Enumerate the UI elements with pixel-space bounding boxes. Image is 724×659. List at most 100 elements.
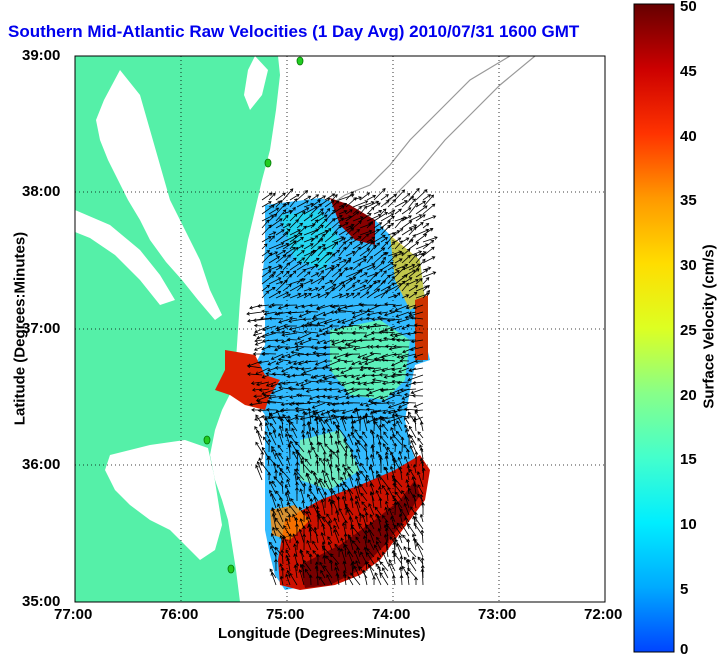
velocity-arrow [359,259,367,264]
velocity-arrow [250,381,263,386]
velocity-arrow [296,236,304,243]
velocity-arrow [253,394,263,399]
velocity-arrow [348,323,361,328]
velocity-arrow [345,227,355,236]
velocity-arrow [352,263,362,271]
velocity-arrow [323,339,333,345]
velocity-arrow [282,234,298,243]
velocity-arrow [275,254,287,264]
velocity-arrow [352,200,369,208]
velocity-arrow [317,251,330,264]
velocity-arrow [349,448,354,460]
velocity-arrow [278,385,291,390]
velocity-arrow [380,286,391,299]
velocity-arrow [387,199,397,208]
velocity-arrow [305,510,312,523]
velocity-arrow [373,202,381,208]
velocity-arrow [282,188,294,201]
velocity-arrow [308,527,313,544]
velocity-arrow [268,213,278,222]
velocity-arrow [275,209,287,222]
velocity-arrow [302,410,307,425]
velocity-arrow [270,302,284,307]
velocity-arrow [350,524,361,537]
velocity-arrow [366,407,375,412]
velocity-arrow [405,304,417,310]
velocity-arrow [387,222,395,229]
station-marker [227,564,235,574]
velocity-arrow [366,255,373,264]
velocity-arrow [261,265,272,271]
velocity-arrow [256,429,263,446]
velocity-arrow [369,463,375,481]
velocity-arrow [310,194,320,201]
velocity-arrow [416,471,424,488]
velocity-arrow [380,270,387,278]
velocity-arrow [322,345,340,350]
velocity-arrow [317,276,325,285]
velocity-arrow [274,546,284,558]
velocity-arrow [336,318,347,324]
velocity-arrow [315,379,326,384]
velocity-arrow [294,468,305,481]
velocity-arrow [273,476,284,488]
velocity-arrow [398,534,403,544]
velocity-arrow [275,203,287,215]
velocity-arrow [296,332,312,340]
velocity-arrow [296,278,304,285]
velocity-arrow [385,522,396,537]
velocity-arrow [345,209,353,215]
velocity-arrow [369,482,375,495]
velocity-arrow [380,353,396,359]
velocity-arrow [301,499,306,509]
velocity-arrow [321,394,333,399]
velocity-arrow [282,381,298,386]
velocity-arrow [355,407,361,425]
velocity-arrow [374,420,382,432]
velocity-arrow [277,357,291,362]
velocity-arrow [408,187,420,201]
colorbar-tick: 50 [680,0,697,15]
velocity-arrow [285,427,291,439]
velocity-arrow [343,452,348,467]
colorbar-tick: 45 [680,63,697,80]
velocity-arrow [287,415,291,432]
velocity-arrow [359,201,375,208]
velocity-arrow [420,529,425,544]
velocity-arrow [345,400,361,405]
velocity-arrow [378,486,382,495]
velocity-arrow [281,367,291,373]
velocity-arrow [394,200,408,208]
velocity-arrow [370,380,382,385]
velocity-arrow [394,217,405,229]
velocity-arrow [252,332,263,337]
velocity-arrow [354,454,361,467]
velocity-arrow [286,337,298,342]
velocity-arrow [351,360,361,366]
xtick-label: 72:00 [584,606,623,623]
plot-frame [74,55,606,603]
velocity-arrow [415,253,425,264]
velocity-arrow [415,278,423,285]
velocity-arrow [366,244,377,257]
velocity-arrow [392,303,403,308]
velocity-arrow [387,209,396,215]
velocity-arrow [404,495,410,509]
velocity-arrow [344,503,354,516]
velocity-arrow [364,412,369,425]
velocity-arrow [310,212,325,222]
velocity-arrow [398,402,410,409]
velocity-arrow [331,194,338,201]
velocity-arrow [404,315,417,320]
velocity-arrow [295,381,305,386]
velocity-arrow [327,536,333,544]
velocity-arrow [312,311,326,318]
velocity-arrow [394,189,406,201]
velocity-arrow [263,436,270,446]
velocity-arrow [300,367,312,371]
velocity-arrow [399,358,410,363]
velocity-arrow [331,236,345,243]
velocity-arrow [256,399,270,404]
velocity-arrow [320,409,333,416]
velocity-arrow [321,522,326,537]
